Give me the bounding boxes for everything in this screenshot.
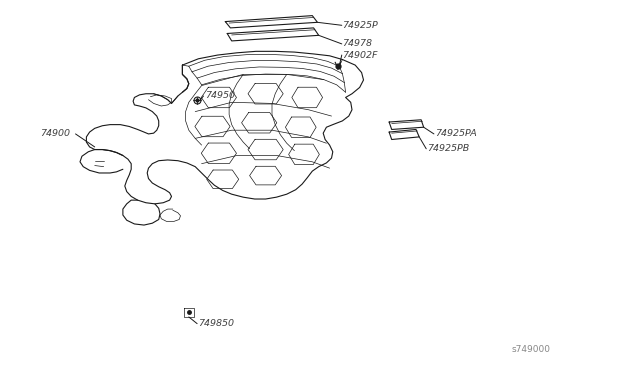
Text: 74978: 74978	[342, 39, 372, 48]
Text: 74902F: 74902F	[342, 51, 378, 60]
Text: 74925PB: 74925PB	[428, 144, 470, 153]
Text: s749000: s749000	[512, 345, 551, 354]
Text: 74925PA: 74925PA	[435, 129, 477, 138]
Text: 74900: 74900	[40, 129, 70, 138]
Text: 74950: 74950	[205, 92, 235, 100]
Text: 74925P: 74925P	[342, 21, 378, 30]
Text: 749850: 749850	[198, 319, 234, 328]
